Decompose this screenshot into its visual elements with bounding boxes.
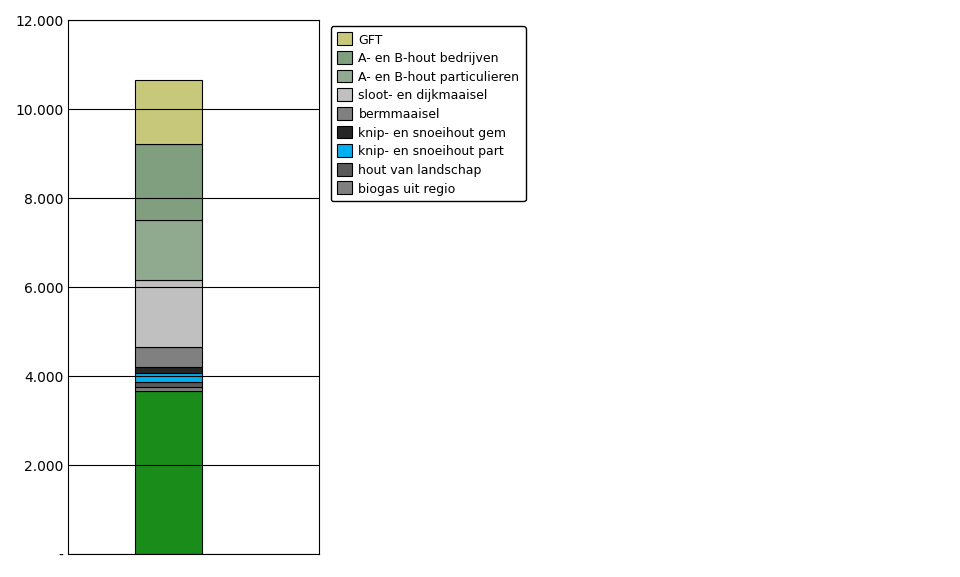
Bar [135, 220, 202, 280]
Legend: GFT, A- en B-hout bedrijven, A- en B-hout particulieren, sloot- en dijkmaaisel, : GFT, A- en B-hout bedrijven, A- en B-hou… [331, 27, 526, 202]
Bar [135, 280, 202, 347]
Bar [135, 383, 202, 387]
Bar [135, 80, 202, 145]
Bar [135, 145, 202, 220]
Bar [135, 367, 202, 374]
Bar [135, 387, 202, 391]
Bar [135, 374, 202, 383]
Bar [135, 347, 202, 367]
Bar [135, 391, 202, 553]
